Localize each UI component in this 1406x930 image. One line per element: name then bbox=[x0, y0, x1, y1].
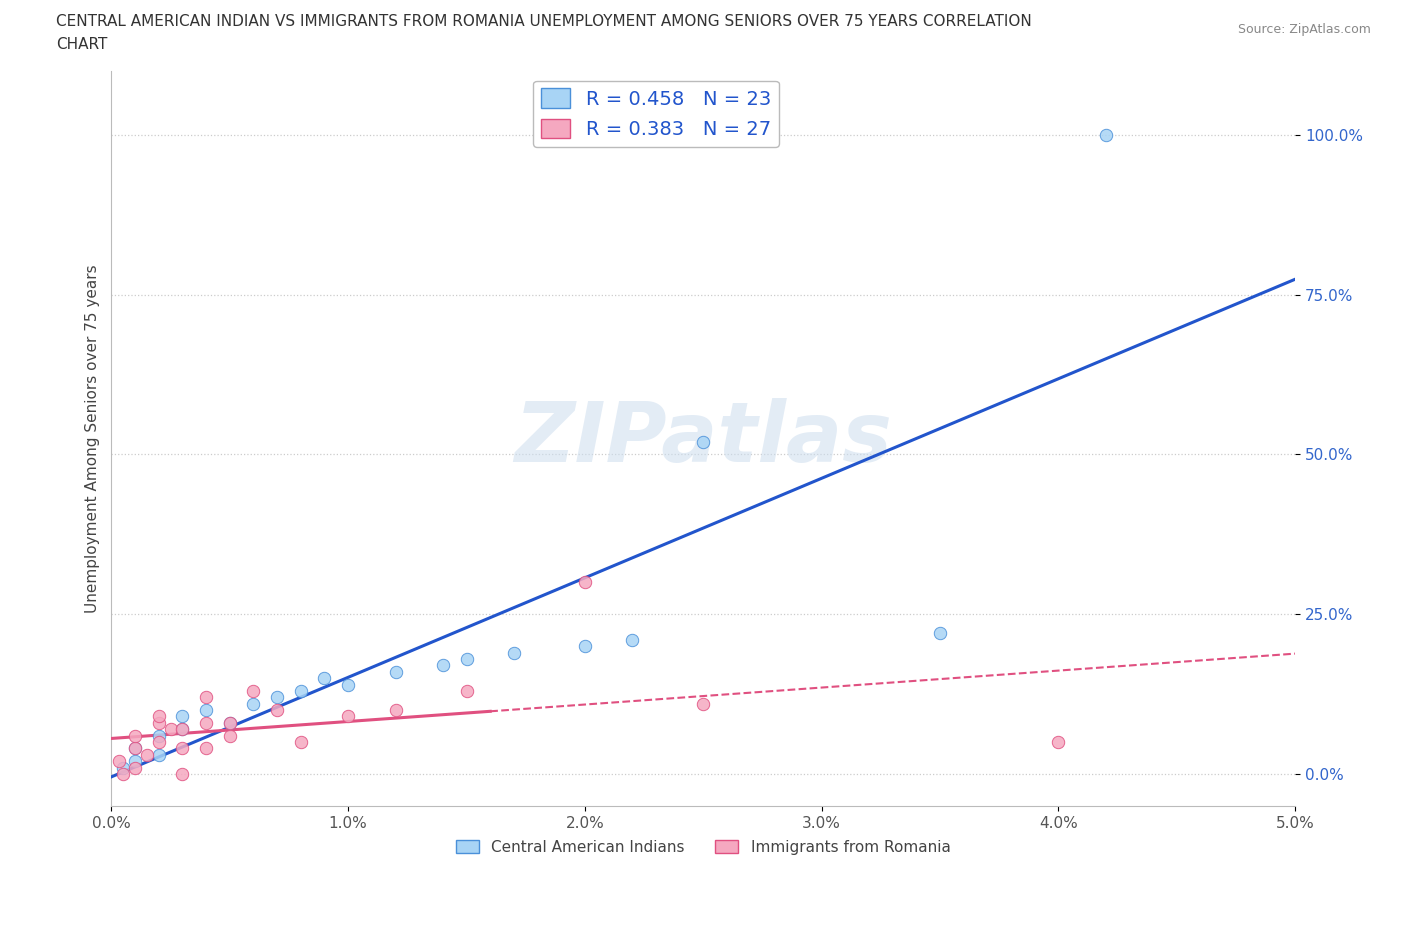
Point bbox=[124, 754, 146, 769]
Point bbox=[195, 690, 218, 705]
Point bbox=[266, 703, 288, 718]
Point bbox=[148, 709, 170, 724]
Point bbox=[172, 722, 194, 737]
Point bbox=[384, 664, 406, 679]
Point bbox=[148, 715, 170, 730]
Text: CHART: CHART bbox=[56, 37, 108, 52]
Point bbox=[172, 709, 194, 724]
Point bbox=[290, 684, 312, 698]
Point bbox=[929, 626, 952, 641]
Point bbox=[337, 709, 360, 724]
Point bbox=[337, 677, 360, 692]
Point bbox=[195, 741, 218, 756]
Point bbox=[218, 715, 240, 730]
Point bbox=[456, 684, 478, 698]
Point bbox=[621, 632, 644, 647]
Point bbox=[112, 760, 135, 775]
Point bbox=[124, 760, 146, 775]
Point bbox=[384, 703, 406, 718]
Point bbox=[195, 703, 218, 718]
Point bbox=[502, 645, 524, 660]
Point bbox=[124, 741, 146, 756]
Point bbox=[148, 728, 170, 743]
Point bbox=[148, 735, 170, 750]
Point bbox=[124, 728, 146, 743]
Point bbox=[172, 722, 194, 737]
Point bbox=[159, 722, 181, 737]
Point bbox=[195, 715, 218, 730]
Y-axis label: Unemployment Among Seniors over 75 years: Unemployment Among Seniors over 75 years bbox=[86, 264, 100, 613]
Point bbox=[290, 735, 312, 750]
Point bbox=[172, 766, 194, 781]
Point bbox=[432, 658, 454, 672]
Point bbox=[218, 715, 240, 730]
Point bbox=[692, 697, 714, 711]
Point bbox=[148, 748, 170, 763]
Point bbox=[124, 741, 146, 756]
Point bbox=[172, 741, 194, 756]
Text: CENTRAL AMERICAN INDIAN VS IMMIGRANTS FROM ROMANIA UNEMPLOYMENT AMONG SENIORS OV: CENTRAL AMERICAN INDIAN VS IMMIGRANTS FR… bbox=[56, 14, 1032, 29]
Point bbox=[112, 766, 135, 781]
Point bbox=[574, 575, 596, 590]
Text: Source: ZipAtlas.com: Source: ZipAtlas.com bbox=[1237, 23, 1371, 36]
Point bbox=[456, 652, 478, 667]
Point bbox=[135, 748, 157, 763]
Point bbox=[574, 639, 596, 654]
Text: ZIPatlas: ZIPatlas bbox=[515, 398, 893, 479]
Legend: Central American Indians, Immigrants from Romania: Central American Indians, Immigrants fro… bbox=[450, 833, 956, 861]
Point bbox=[266, 690, 288, 705]
Point bbox=[218, 728, 240, 743]
Point bbox=[242, 697, 264, 711]
Point bbox=[692, 434, 714, 449]
Point bbox=[107, 754, 129, 769]
Point bbox=[1094, 127, 1116, 142]
Point bbox=[1047, 735, 1070, 750]
Point bbox=[314, 671, 336, 685]
Point bbox=[242, 684, 264, 698]
